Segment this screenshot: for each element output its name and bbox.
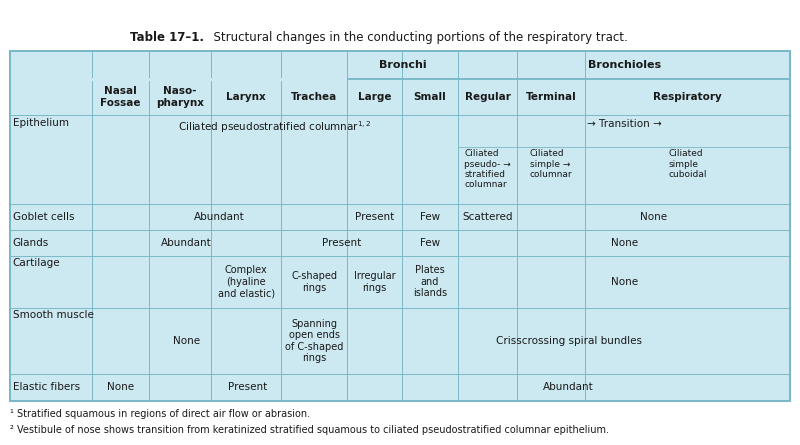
- Text: None: None: [610, 238, 638, 248]
- Text: Naso-
pharynx: Naso- pharynx: [156, 86, 204, 108]
- Text: Trachea: Trachea: [291, 92, 338, 102]
- Text: Few: Few: [420, 238, 440, 248]
- Text: Abundant: Abundant: [543, 382, 594, 392]
- Text: Glands: Glands: [13, 238, 49, 248]
- Text: Few: Few: [420, 212, 440, 222]
- Text: Present: Present: [322, 238, 362, 248]
- Text: Complex
(hyaline
and elastic): Complex (hyaline and elastic): [218, 265, 274, 298]
- Text: ² Vestibule of nose shows transition from keratinized stratified squamous to cil: ² Vestibule of nose shows transition fro…: [10, 425, 609, 435]
- Text: Spanning
open ends
of C-shaped
rings: Spanning open ends of C-shaped rings: [285, 319, 343, 364]
- Text: Goblet cells: Goblet cells: [13, 212, 74, 222]
- Bar: [10, 51, 790, 400]
- Text: → Transition →: → Transition →: [586, 119, 662, 129]
- Text: None: None: [173, 336, 200, 346]
- Text: Epithelium: Epithelium: [13, 118, 69, 128]
- Text: Nasal
Fossae: Nasal Fossae: [100, 86, 140, 108]
- Text: Present: Present: [355, 212, 394, 222]
- Text: Present: Present: [228, 382, 267, 392]
- Text: None: None: [610, 277, 638, 287]
- Text: Smooth muscle: Smooth muscle: [13, 311, 94, 320]
- Text: Table 17–1.: Table 17–1.: [130, 31, 204, 44]
- Text: Ciliated
simple →
columnar: Ciliated simple → columnar: [530, 149, 572, 179]
- Text: Plates
and
islands: Plates and islands: [413, 265, 447, 298]
- Text: Regular: Regular: [465, 92, 510, 102]
- Text: Ciliated pseudostratified columnar$^{1,2}$: Ciliated pseudostratified columnar$^{1,2…: [178, 119, 371, 135]
- Bar: [10, 78, 347, 81]
- Text: Small: Small: [414, 92, 446, 102]
- Text: ¹ Stratified squamous in regions of direct air flow or abrasion.: ¹ Stratified squamous in regions of dire…: [10, 409, 310, 418]
- Text: Ciliated
pseudo- →
stratified
columnar: Ciliated pseudo- → stratified columnar: [464, 149, 511, 190]
- Text: Terminal: Terminal: [526, 92, 577, 102]
- Text: Cartilage: Cartilage: [13, 259, 61, 268]
- Text: Scattered: Scattered: [462, 212, 513, 222]
- Text: Larynx: Larynx: [226, 92, 266, 102]
- Text: Bronchi: Bronchi: [378, 61, 426, 70]
- Text: Crisscrossing spiral bundles: Crisscrossing spiral bundles: [496, 336, 642, 346]
- Text: Abundant: Abundant: [194, 212, 245, 222]
- Text: None: None: [106, 382, 134, 392]
- Text: C-shaped
rings: C-shaped rings: [291, 271, 337, 292]
- Text: Irregular
rings: Irregular rings: [354, 271, 395, 292]
- Text: Large: Large: [358, 92, 391, 102]
- Bar: [10, 51, 790, 400]
- Text: Elastic fibers: Elastic fibers: [13, 382, 80, 392]
- Text: Abundant: Abundant: [161, 238, 212, 248]
- Text: Ciliated
simple
cuboidal: Ciliated simple cuboidal: [669, 149, 707, 179]
- Text: Bronchioles: Bronchioles: [587, 61, 661, 70]
- Text: None: None: [640, 212, 667, 222]
- Text: Structural changes in the conducting portions of the respiratory tract.: Structural changes in the conducting por…: [206, 31, 628, 44]
- Text: Respiratory: Respiratory: [654, 92, 722, 102]
